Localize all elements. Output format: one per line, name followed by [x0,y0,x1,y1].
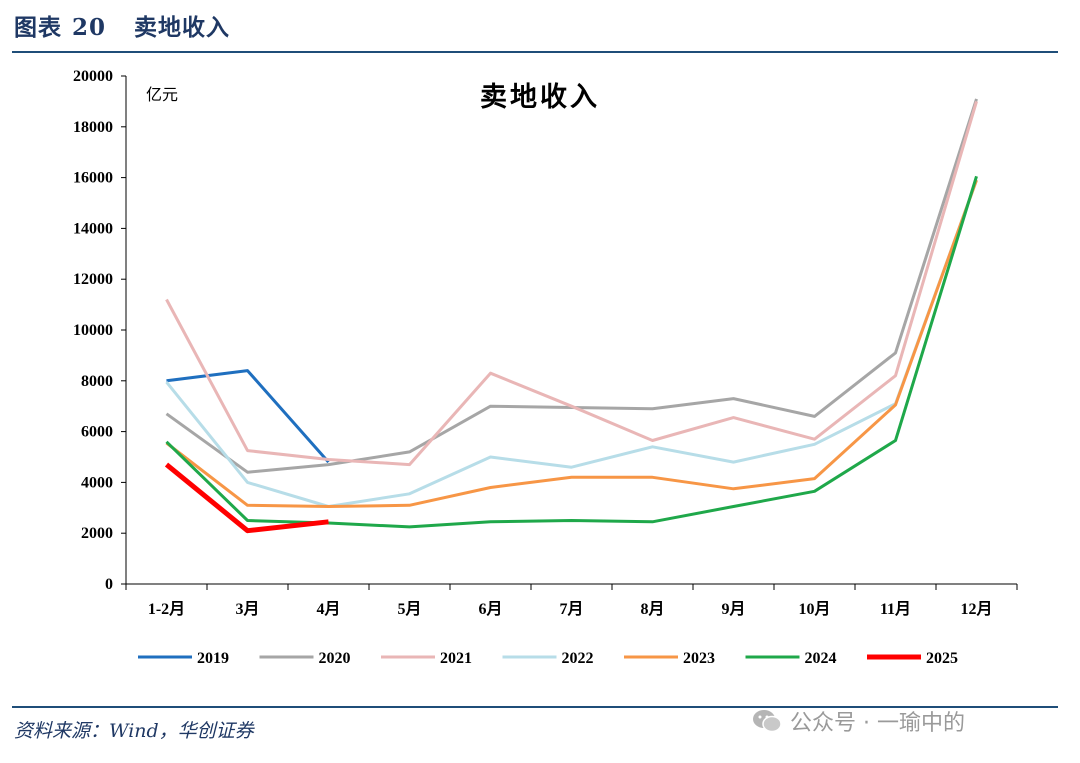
figure-label: 图表 [14,14,62,41]
x-tick-label: 8月 [640,600,664,618]
y-tick-label: 12000 [73,271,113,288]
y-tick-label: 14000 [73,220,113,237]
x-tick-label: 3月 [235,600,259,618]
figure-number: 20 [72,14,107,41]
x-tick-label: 11月 [880,600,911,618]
x-tick-label: 1-2月 [148,600,185,618]
y-tick-label: 18000 [73,119,113,136]
watermark-text: 公众号 · 一瑜中的 [790,711,965,736]
y-tick-label: 2000 [81,525,113,542]
series-line-2024 [165,175,978,529]
y-tick-label: 20000 [73,68,113,85]
source-note: 资料来源：Wind，华创证券 [14,720,254,742]
legend-label-2025: 2025 [926,650,958,667]
figure-title: 卖地收入 [134,14,231,41]
figure-heading: 图表 20 卖地收入 [14,8,230,42]
legend-label-2022: 2022 [562,650,594,667]
y-tick-label: 4000 [81,474,113,491]
x-tick-label: 4月 [316,600,340,618]
y-tick-label: 0 [105,576,113,593]
y-tick-label: 6000 [81,424,113,441]
series-line-2021 [165,100,978,467]
x-tick-label: 12月 [960,600,992,618]
land-revenue-chart: 0 2000 4000 6000 8000 10000 12000 14000 16000 180… [73,68,1018,667]
x-tick-label: 6月 [478,600,502,618]
series-line-2025 [164,462,329,534]
y-tick-label: 10000 [73,322,113,339]
legend-label-2024: 2024 [805,650,837,667]
y-tick-label: 8000 [81,373,113,390]
top-rule [12,51,1058,53]
series-line-2022 [165,179,978,508]
legend-label-2020: 2020 [319,650,351,667]
wechat-icon [753,710,782,733]
chart-title: 卖地收入 [480,82,600,112]
x-tick-label: 10月 [798,600,830,618]
bottom-rule [12,706,1058,708]
x-tick-label: 5月 [397,600,421,618]
legend-label-2023: 2023 [683,650,715,667]
legend-label-2021: 2021 [440,650,472,667]
series-line-2023 [165,179,978,508]
x-tick-label: 9月 [721,600,745,618]
x-tick-label: 7月 [559,600,583,618]
legend-label-2019: 2019 [197,650,229,667]
y-unit-label: 亿元 [146,86,178,104]
y-tick-label: 16000 [73,170,113,187]
watermark: 公众号 · 一瑜中的 [752,706,965,736]
series-line-2019 [166,369,330,464]
